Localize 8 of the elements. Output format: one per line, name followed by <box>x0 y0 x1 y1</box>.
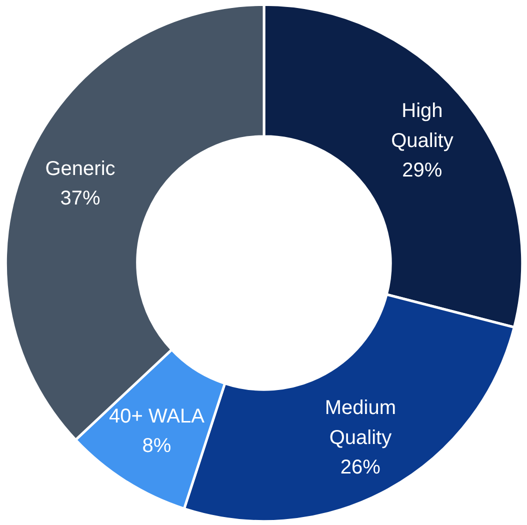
data-label: 37% <box>60 188 100 210</box>
data-label: 26% <box>340 456 381 478</box>
slice-label: Generic <box>45 158 116 180</box>
data-label: 8% <box>142 435 172 458</box>
data-label: 29% <box>402 159 442 182</box>
slice-label: High Quality <box>391 100 454 152</box>
slice-label: 40+ WALA <box>109 406 206 428</box>
slice-label: Medium Quality <box>324 397 396 449</box>
